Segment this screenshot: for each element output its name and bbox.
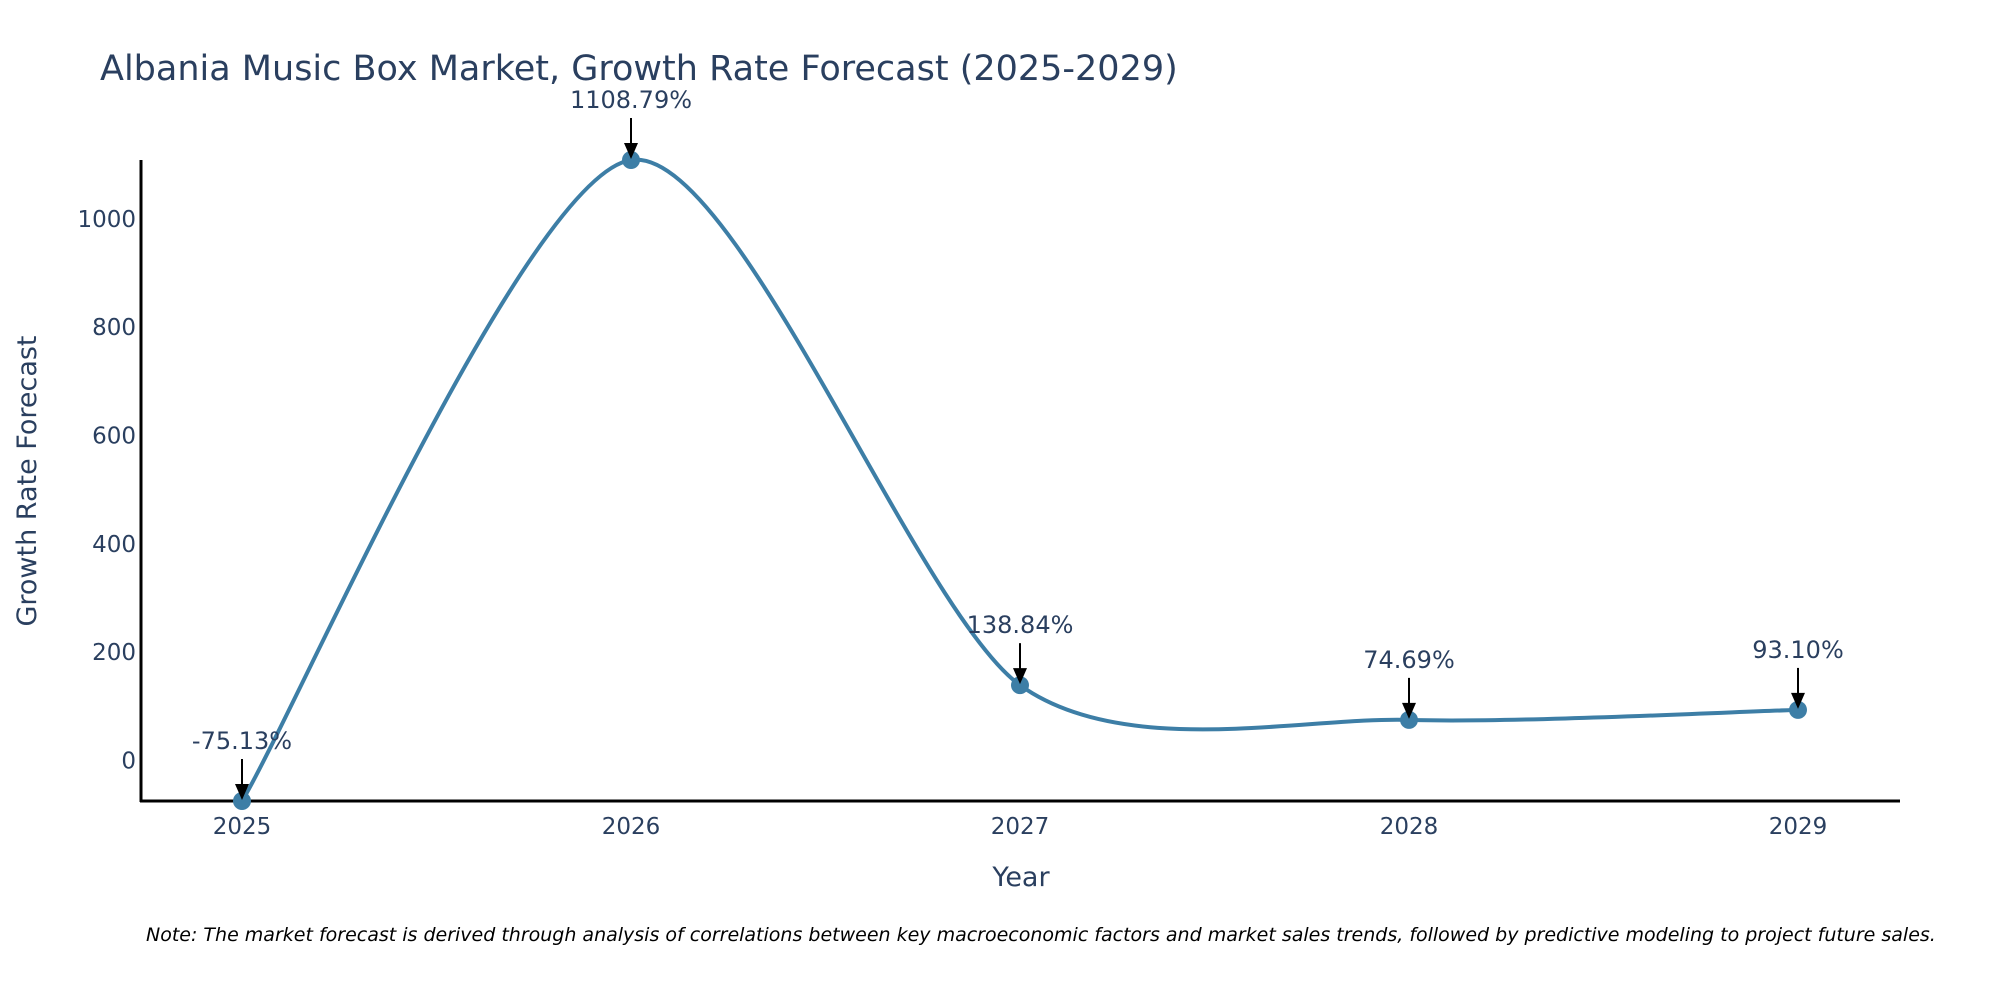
annotation-arrow-head [624, 143, 638, 159]
data-point [1400, 710, 1418, 729]
data-annotations: -75.13% 1108.79% 138.84% 74.69% 93.10% [192, 86, 1844, 800]
series-line [240, 157, 1799, 803]
annotation-arrow-head [1013, 668, 1027, 685]
chart-title: Albania Music Box Market, Growth Rate Fo… [100, 49, 1178, 89]
x-tick-label: 2029 [1769, 814, 1828, 840]
data-label: 93.10% [1752, 636, 1844, 664]
y-tick-label: 600 [92, 423, 136, 449]
x-tick-label: 2025 [213, 814, 272, 840]
chart-note: Note: The market forecast is derived thr… [146, 924, 1936, 946]
data-point [1789, 700, 1807, 719]
data-label: 1108.79% [570, 86, 692, 114]
y-tick-label: 0 [121, 748, 136, 774]
data-label: 74.69% [1363, 646, 1455, 674]
annotation-arrow-head [1402, 702, 1416, 719]
y-axis-title: Growth Rate Forecast [12, 335, 43, 626]
x-axis-ticks: 2025 2026 2027 2028 2029 [213, 814, 1828, 840]
y-tick-label: 200 [92, 640, 136, 666]
y-axis-ticks: 0 200 400 600 800 1000 [77, 207, 136, 774]
data-label: -75.13% [192, 727, 292, 755]
y-tick-label: 800 [92, 315, 136, 341]
x-tick-label: 2026 [602, 814, 661, 840]
y-tick-label: 400 [92, 532, 136, 558]
x-axis-title: Year [991, 862, 1050, 893]
annotation-arrow-head [1791, 692, 1805, 709]
data-points [233, 151, 1807, 810]
data-point [622, 151, 640, 169]
x-tick-label: 2027 [991, 814, 1050, 840]
data-point [233, 792, 251, 810]
data-label: 138.84% [967, 611, 1074, 639]
y-tick-label: 1000 [77, 207, 136, 233]
data-point [1011, 676, 1029, 695]
annotation-arrow-head [235, 784, 249, 800]
x-tick-label: 2028 [1380, 814, 1439, 840]
